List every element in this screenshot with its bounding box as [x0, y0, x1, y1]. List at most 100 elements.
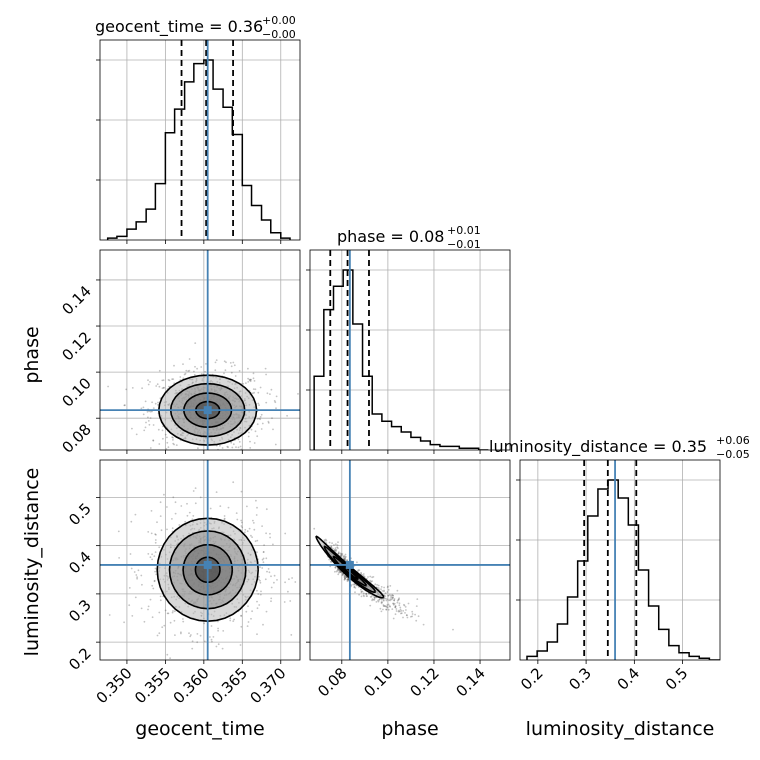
scatter-point [398, 609, 400, 612]
scatter-point [390, 596, 392, 599]
scatter-point [167, 612, 170, 615]
scatter-point [394, 606, 397, 609]
scatter-point [261, 558, 264, 561]
scatter-point [131, 615, 134, 617]
scatter-point [267, 422, 270, 424]
scatter-point [390, 598, 393, 601]
scatter-point [392, 602, 394, 605]
scatter-point [196, 641, 199, 644]
panel-hist-luminosity-distance: 0.2 0.3 0.4 0.5 [516, 459, 721, 694]
scatter-point [159, 501, 162, 504]
scatter-point [182, 377, 185, 380]
contour-level-0 [194, 556, 221, 584]
scatter-point [232, 361, 235, 364]
scatter-point [230, 371, 233, 374]
scatter-point [265, 508, 268, 511]
x-tick-label: 0.355 [131, 664, 174, 707]
scatter-point [214, 369, 217, 372]
scatter-point [373, 596, 376, 599]
scatter-point [260, 413, 263, 416]
panel-hist-geocent-time-content [100, 40, 300, 240]
scatter-point [335, 549, 338, 551]
scatter-point [344, 577, 346, 580]
scatter-point [346, 579, 349, 581]
scatter-point [147, 416, 149, 419]
scatter-point [360, 572, 362, 575]
scatter-point [396, 599, 399, 602]
scatter-point [259, 593, 262, 596]
scatter-point [344, 577, 346, 580]
scatter-point [164, 609, 167, 612]
scatter-point [161, 387, 164, 390]
scatter-point [172, 442, 175, 445]
scatter-point [153, 580, 156, 583]
panel-hist-phase-content [310, 250, 510, 450]
scatter-point [180, 632, 182, 635]
scatter-point [233, 452, 235, 454]
scatter-point [107, 385, 109, 388]
scatter-point [173, 610, 176, 613]
scatter-point [362, 573, 365, 575]
scatter-point [157, 428, 160, 431]
histogram-luminosity-distance [526, 479, 720, 660]
scatter-point [259, 418, 262, 421]
scatter-point [217, 629, 220, 632]
scatter-point [261, 567, 264, 569]
scatter-point [154, 570, 157, 573]
scatter-point [399, 608, 402, 611]
scatter-point [377, 599, 379, 602]
scatter-point [262, 557, 265, 560]
scatter-point [141, 387, 144, 390]
scatter-point [197, 447, 199, 450]
scatter-point [188, 632, 190, 635]
scatter-point [383, 590, 385, 593]
scatter-point [229, 617, 232, 620]
scatter-point [184, 372, 187, 375]
scatter-point [382, 599, 385, 602]
scatter-point [269, 393, 271, 395]
scatter-point [269, 536, 271, 539]
scatter-point [365, 592, 367, 595]
scatter-point [378, 598, 381, 601]
scatter-point [387, 608, 390, 611]
scatter-point [180, 631, 182, 634]
scatter-point [214, 361, 217, 364]
scatter-point [162, 379, 165, 382]
scatter-point [371, 599, 373, 602]
scatter-point [253, 391, 256, 394]
scatter-point [340, 555, 342, 558]
scatter-point [371, 598, 374, 601]
x-tick-label: 0.360 [170, 664, 213, 707]
scatter-point [134, 513, 137, 516]
scatter-point [151, 558, 154, 561]
scatter-point [128, 604, 131, 607]
scatter-point [346, 580, 349, 583]
scatter-point [135, 574, 138, 576]
scatter-point [344, 557, 346, 560]
scatter-point [387, 603, 390, 606]
y-tick-label: 0.3 [65, 596, 95, 626]
scatter-point [166, 612, 169, 615]
y-tick-label: 0.2 [65, 644, 95, 674]
scatter-point [194, 502, 197, 505]
scatter-point [227, 446, 230, 449]
scatter-point [204, 370, 207, 373]
histogram-phase [313, 269, 489, 450]
scatter-point [265, 610, 268, 613]
scatter-point [388, 599, 390, 602]
scatter-point [346, 578, 349, 581]
scatter-point [452, 628, 454, 631]
scatter-point [190, 492, 192, 494]
scatter-point [242, 382, 245, 385]
scatter-point [247, 377, 250, 380]
scatter-point [157, 401, 159, 404]
scatter-point [340, 553, 343, 555]
scatter-point [345, 556, 347, 558]
scatter-point [373, 596, 376, 599]
scatter-point [186, 502, 188, 505]
scatter-point [240, 614, 243, 617]
scatter-point [362, 594, 365, 597]
scatter-point [159, 599, 162, 602]
scatter-point [232, 620, 235, 622]
scatter-point [346, 559, 349, 561]
